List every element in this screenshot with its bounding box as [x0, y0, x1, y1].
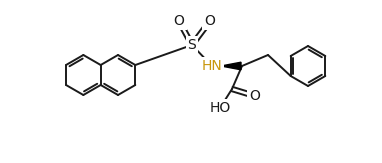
Text: HO: HO: [209, 101, 231, 115]
Text: O: O: [173, 14, 185, 28]
Text: HN: HN: [202, 59, 222, 73]
Text: O: O: [249, 89, 261, 103]
Polygon shape: [221, 62, 241, 70]
Text: S: S: [188, 38, 196, 52]
Text: O: O: [205, 14, 215, 28]
